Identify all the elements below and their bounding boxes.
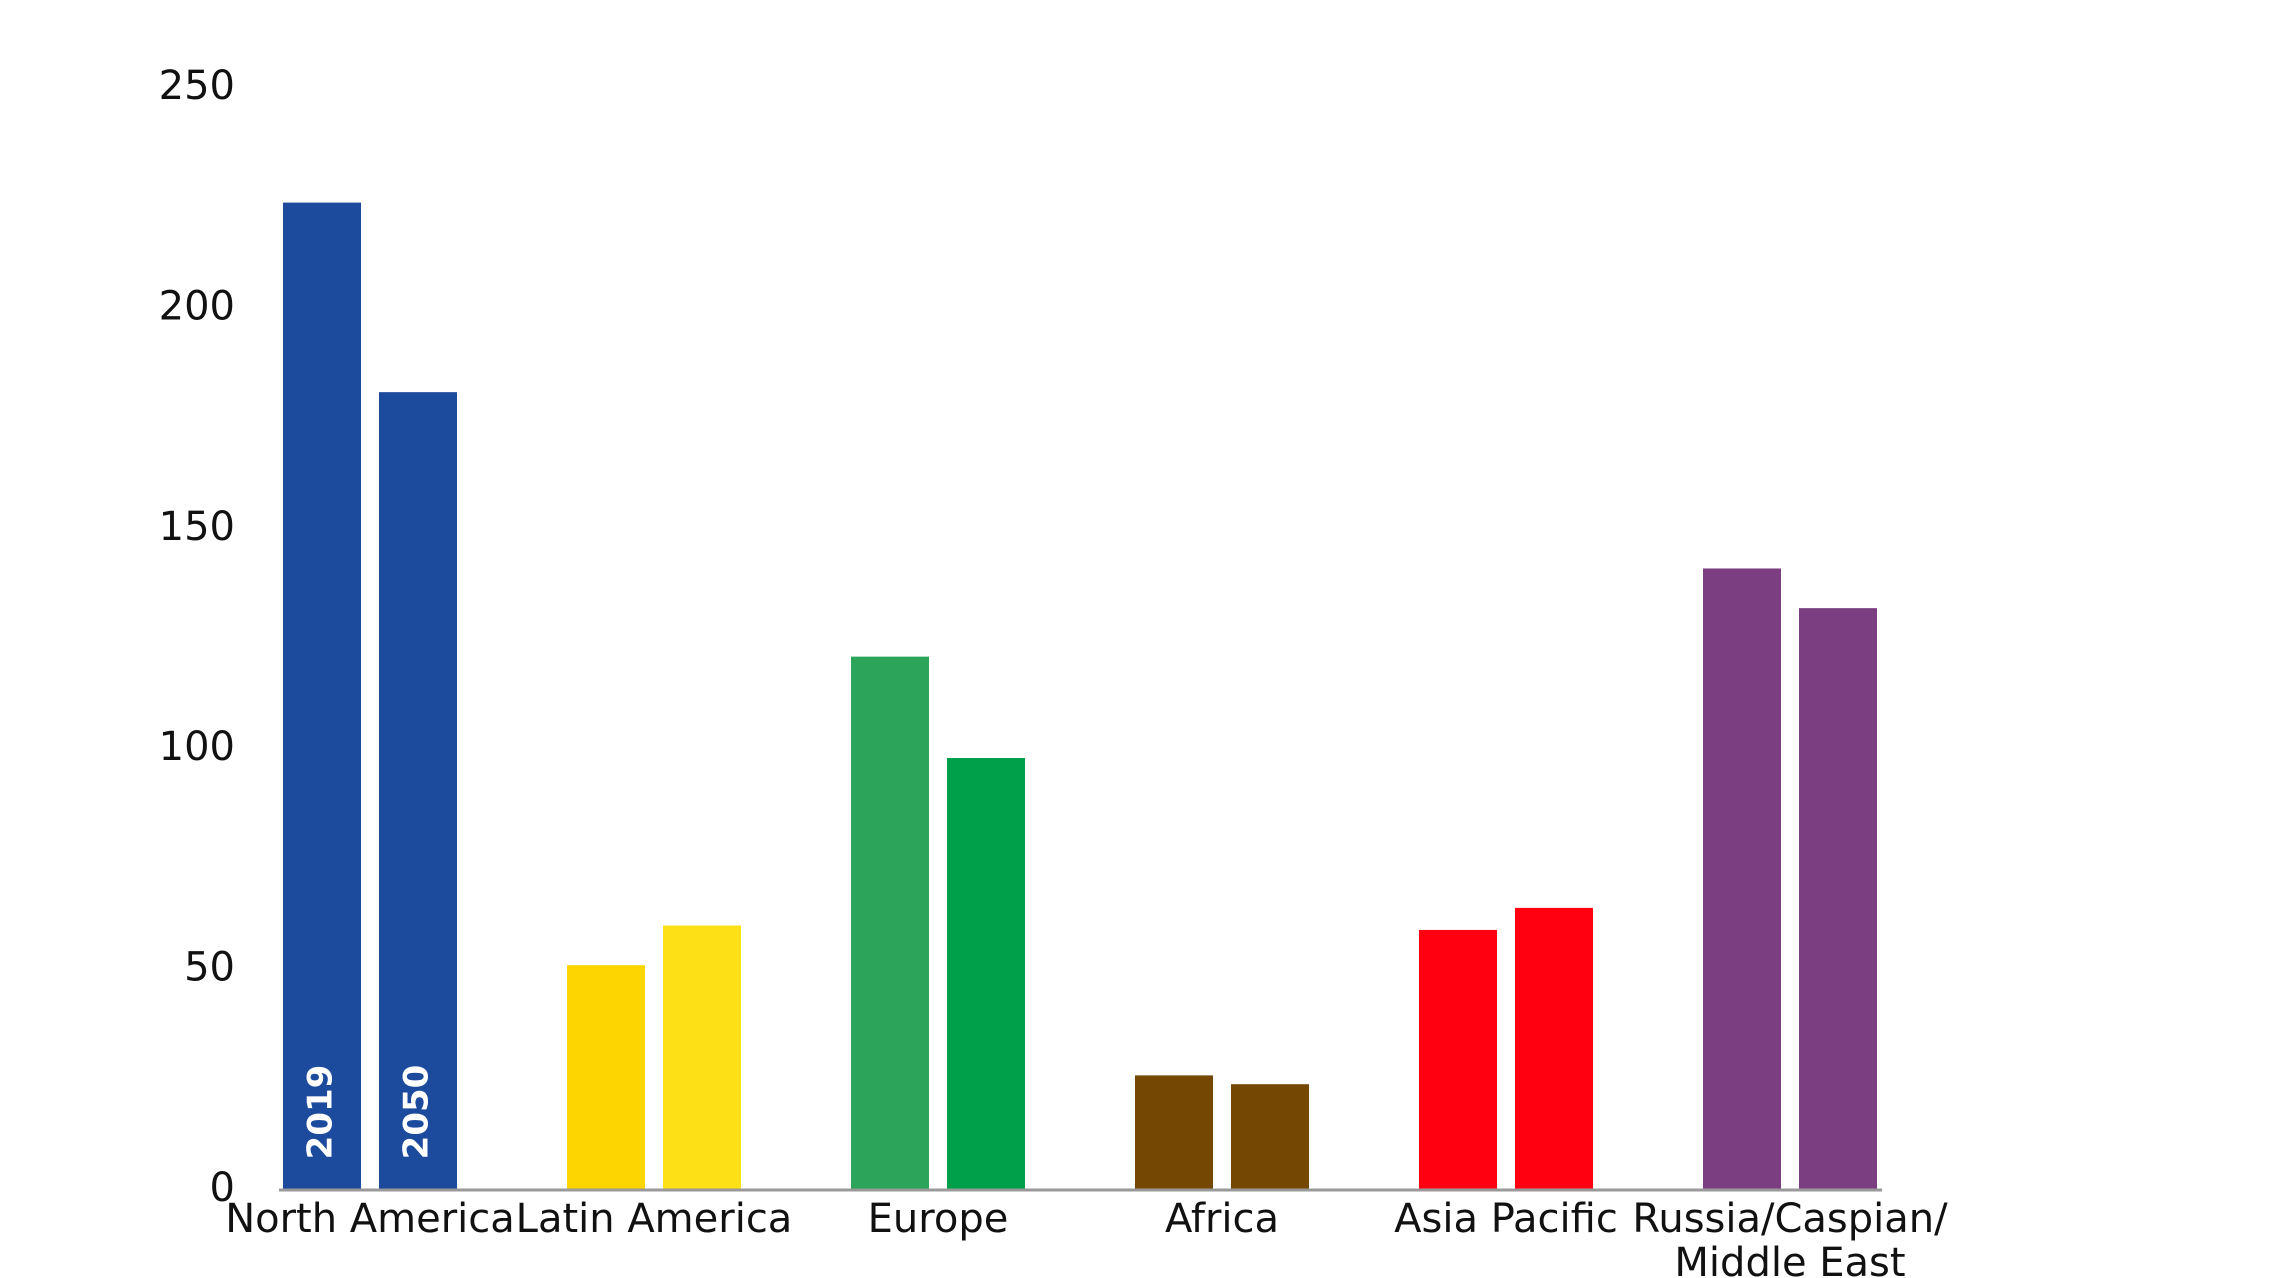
y-tick-label: 150: [159, 504, 235, 550]
x-tick-label: Africa: [1165, 1196, 1279, 1242]
x-tick-label: Russia/Caspian/Middle East: [1632, 1196, 1948, 1278]
bar: [947, 758, 1025, 1190]
x-tick-label-line: Russia/Caspian/: [1632, 1196, 1948, 1242]
bar: [1135, 1075, 1213, 1190]
bar: [1799, 608, 1877, 1190]
bar: [567, 965, 645, 1190]
series-label: 2050: [397, 1065, 437, 1160]
bar: [379, 392, 457, 1191]
bar: [851, 656, 929, 1190]
y-tick-label: 50: [184, 945, 235, 991]
y-tick-label: 250: [159, 63, 235, 109]
series-label: 2019: [301, 1065, 341, 1160]
bar: [1515, 907, 1593, 1190]
bar: [1231, 1084, 1309, 1190]
bar: [1703, 568, 1781, 1190]
bar: [663, 925, 741, 1190]
x-tick-label-line: Middle East: [1674, 1240, 1905, 1278]
x-tick-label: Latin America: [516, 1196, 793, 1242]
x-tick-label: Europe: [868, 1196, 1009, 1242]
y-tick-label: 100: [159, 724, 235, 770]
y-tick-label: 0: [210, 1165, 235, 1211]
bar: [1419, 929, 1497, 1190]
x-tick-label: North America: [225, 1196, 515, 1242]
y-tick-label: 200: [159, 283, 235, 329]
x-tick-label: Asia Pacific: [1394, 1196, 1618, 1242]
bar: [283, 202, 361, 1190]
